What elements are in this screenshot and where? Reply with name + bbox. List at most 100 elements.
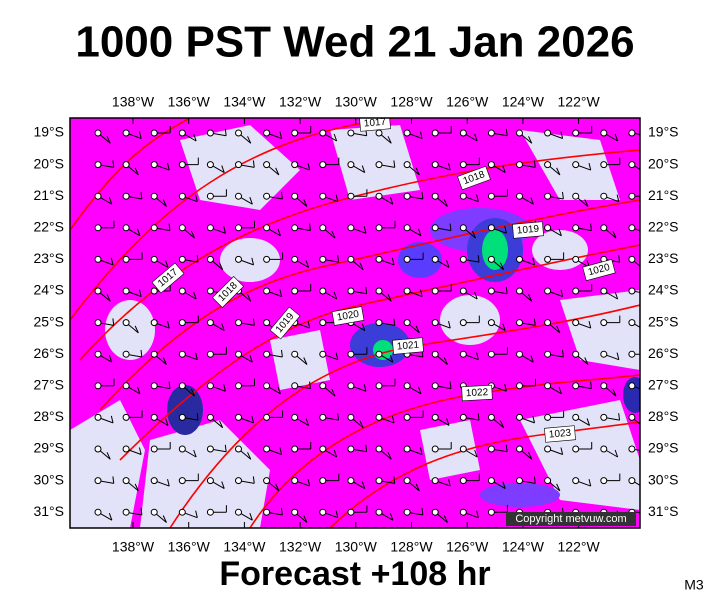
barb-flag [305, 260, 310, 268]
isobar-labels: 1017101710181018101910191020102010211022… [151, 118, 616, 443]
barb-flag [505, 128, 508, 136]
barb-flag [389, 355, 394, 363]
station [403, 382, 411, 390]
plot-frame [69, 117, 641, 529]
barb-flag [165, 418, 169, 426]
station [431, 445, 439, 453]
station [375, 287, 383, 295]
barb-flag [365, 286, 368, 294]
station [206, 319, 214, 327]
lat-label-right: 19°S [648, 124, 679, 140]
barb-flag [419, 447, 423, 455]
barb-flag [530, 355, 534, 363]
station [206, 413, 214, 421]
barb-flag [193, 449, 197, 458]
station [235, 477, 242, 485]
lon-label-top: 134°W [223, 94, 266, 110]
station [122, 413, 130, 421]
station [487, 477, 495, 485]
lat-label-right: 29°S [648, 440, 679, 456]
station [544, 382, 552, 390]
station [516, 192, 523, 200]
barb-flag [446, 418, 450, 426]
barb-flag [106, 136, 111, 144]
station [178, 255, 186, 263]
station [263, 287, 271, 295]
station [516, 477, 523, 485]
barb-flag [391, 257, 395, 265]
station [459, 255, 467, 263]
barb-flag [136, 386, 141, 394]
station [544, 192, 552, 200]
station [94, 255, 102, 263]
barb-flag [110, 257, 114, 265]
station [347, 350, 355, 358]
barb-flag [387, 294, 392, 302]
barb-flag [476, 352, 479, 360]
station [291, 161, 299, 169]
station [403, 129, 411, 137]
station [347, 129, 355, 137]
station [150, 382, 158, 390]
barb-flag [221, 481, 225, 489]
station [122, 350, 130, 358]
station [459, 192, 467, 200]
barb-flag [393, 318, 396, 326]
barb-flag [558, 386, 562, 394]
station [347, 477, 355, 485]
lat-label-right: 30°S [648, 471, 679, 487]
station [403, 508, 411, 516]
barb-flag [280, 349, 283, 358]
barb-flag [337, 413, 340, 421]
station [347, 508, 355, 516]
station [150, 224, 158, 232]
barb-flag [528, 136, 533, 144]
station [600, 445, 608, 453]
station [291, 508, 299, 516]
barb-flag [618, 255, 621, 263]
barb-flag [528, 452, 533, 460]
barb-flag [389, 513, 394, 521]
barb-flag [168, 381, 171, 389]
barb-flag [504, 226, 507, 234]
station [600, 129, 608, 137]
barb-flag [389, 197, 394, 205]
station [572, 224, 580, 232]
forecast-label: Forecast +108 hr [219, 555, 490, 593]
barb-flag [303, 199, 308, 207]
station [178, 192, 186, 200]
station [431, 382, 439, 390]
station [431, 319, 439, 327]
barb-flag [331, 388, 336, 397]
isobar-value: 1023 [548, 428, 572, 441]
isobar-label-box [512, 221, 544, 239]
station [263, 445, 271, 453]
barb-flag [277, 386, 281, 394]
lon-label-top: 122°W [558, 94, 601, 110]
barb-flag [196, 413, 199, 421]
station [319, 350, 327, 358]
station [628, 161, 636, 169]
station [150, 255, 158, 263]
lon-label-bottom: 128°W [390, 539, 433, 555]
station [206, 129, 214, 137]
lon-label-top: 130°W [335, 94, 378, 110]
station [94, 319, 102, 327]
station [319, 224, 327, 232]
barb-flag [309, 223, 311, 231]
station [263, 508, 271, 516]
model-label: M3 [684, 577, 704, 593]
station [319, 255, 327, 263]
station [600, 382, 608, 390]
barb-flag [333, 291, 338, 300]
station [94, 161, 102, 169]
station [459, 350, 467, 358]
station [122, 224, 130, 232]
station [347, 161, 355, 169]
station [206, 255, 214, 263]
barb-flag [417, 386, 422, 394]
barb-flag [335, 194, 339, 202]
station [150, 287, 158, 295]
isobar-value: 1022 [466, 387, 489, 399]
station [206, 224, 214, 232]
